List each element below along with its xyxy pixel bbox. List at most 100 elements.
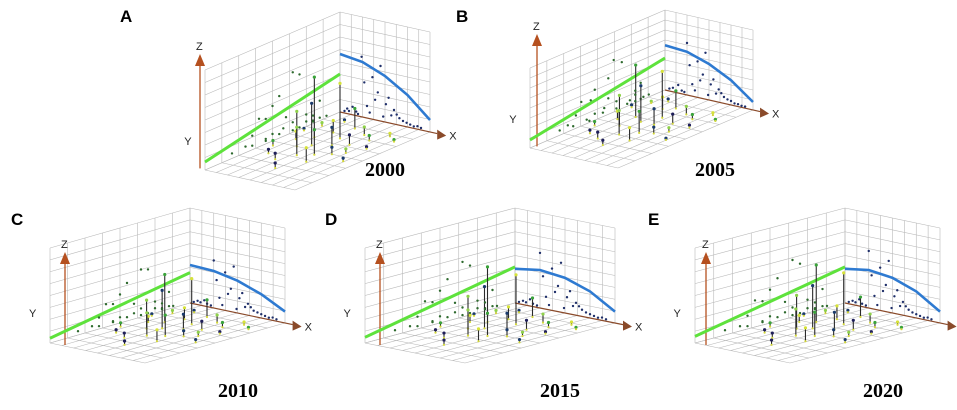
data-point-floor-projection (310, 144, 313, 147)
data-point-xz-projection (528, 298, 532, 301)
grid-line (606, 107, 743, 166)
data-point (205, 298, 209, 302)
grid-line (402, 332, 503, 354)
data-point (196, 330, 200, 334)
grid-line (529, 49, 666, 109)
grid-line (133, 320, 274, 361)
data-point-floor-projection (392, 140, 396, 143)
grid-line (844, 243, 941, 264)
data-point-xz-projection (712, 78, 715, 81)
data-point-floor-projection (628, 139, 631, 142)
data-point-xz-projection (544, 295, 548, 299)
data-point-yz-projection (783, 300, 787, 304)
yz-trend-line (694, 265, 846, 338)
data-point (520, 330, 525, 334)
grid-line (339, 36, 431, 58)
data-point-yz-projection (612, 58, 615, 62)
data-point (468, 313, 472, 317)
data-point-yz-projection (282, 127, 285, 130)
data-point-floor-projection (815, 320, 818, 324)
data-point-floor-projection (242, 323, 246, 326)
data-point-yz-projection (76, 330, 80, 333)
data-point-yz-projection (607, 77, 610, 80)
data-point-xz-projection (847, 300, 850, 304)
data-point-yz-projection (738, 325, 742, 328)
data-point-yz-projection (453, 301, 457, 305)
data-point-xz-projection (260, 313, 263, 316)
data-point-yz-projection (146, 268, 150, 271)
data-point (505, 328, 509, 332)
data-point-xz-projection (740, 104, 743, 108)
data-point (163, 313, 167, 317)
data-point-yz-projection (628, 99, 632, 102)
data-point-yz-projection (257, 117, 261, 121)
data-point-xz-projection (376, 91, 379, 94)
data-point (530, 296, 535, 300)
data-point-yz-projection (593, 112, 596, 115)
data-point-xz-projection (565, 296, 569, 299)
grid-line (189, 255, 286, 276)
data-point-xz-projection (371, 76, 374, 79)
data-point-xz-projection (588, 313, 592, 316)
data-point-xz-projection (584, 311, 588, 314)
data-point (517, 337, 522, 342)
data-point (895, 320, 900, 324)
grid-line (421, 327, 522, 349)
grid-line (383, 337, 484, 359)
data-point-xz-projection (363, 81, 366, 84)
data-point (192, 308, 196, 312)
data-point-floor-projection (442, 343, 446, 346)
grid-line (364, 207, 516, 249)
data-point-yz-projection (566, 124, 569, 127)
data-point-xz-projection (688, 63, 691, 67)
data-point (218, 330, 222, 334)
data-point (190, 277, 194, 281)
y-axis-label: Y (29, 308, 37, 320)
data-point-floor-projection (832, 335, 835, 338)
data-point (823, 308, 828, 312)
data-point-xz-projection (736, 103, 740, 106)
data-point-floor-projection (769, 325, 772, 328)
data-point-yz-projection (483, 307, 487, 311)
data-point (666, 97, 670, 101)
data-point-yz-projection (776, 316, 779, 319)
data-point (690, 112, 694, 117)
data-point-yz-projection (264, 117, 267, 121)
data-point-xz-projection (701, 73, 705, 76)
grid-line (664, 29, 754, 51)
data-point-xz-projection (192, 300, 195, 304)
data-point (524, 318, 529, 322)
z-axis-label: Z (61, 239, 68, 251)
data-point-yz-projection (813, 307, 817, 311)
data-point-yz-projection (97, 324, 101, 328)
data-point (842, 271, 846, 275)
data-point-yz-projection (776, 277, 779, 280)
data-point-yz-projection (423, 300, 427, 303)
data-point (667, 126, 671, 130)
data-point (215, 313, 219, 317)
data-point-floor-projection (171, 312, 174, 315)
data-point-xz-projection (351, 105, 354, 109)
data-point-yz-projection (139, 307, 143, 310)
data-point-floor-projection (505, 335, 509, 338)
data-point-floor-projection (525, 328, 528, 331)
data-point (639, 84, 643, 88)
data-point-xz-projection (693, 89, 697, 92)
grid-line (766, 317, 917, 359)
data-point (150, 312, 154, 316)
grid-line (255, 147, 346, 169)
data-point-yz-projection (318, 116, 321, 119)
grid-line (67, 337, 163, 359)
data-point (649, 99, 653, 103)
data-point-xz-projection (235, 307, 238, 311)
data-point-yz-projection (761, 300, 764, 303)
data-point-floor-projection (216, 321, 219, 324)
data-point (846, 308, 850, 312)
z-axis-label: Z (376, 239, 383, 251)
data-point (482, 285, 487, 289)
data-point-yz-projection (603, 106, 606, 110)
data-point (835, 304, 839, 308)
data-point (194, 337, 198, 342)
data-point-xz-projection (571, 304, 575, 308)
data-point-floor-projection (771, 336, 774, 339)
